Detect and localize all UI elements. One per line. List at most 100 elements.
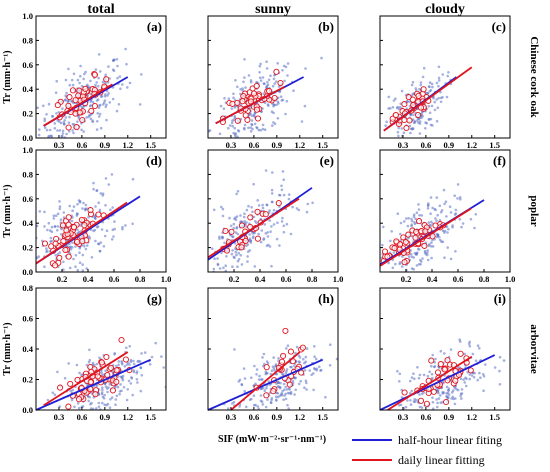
half-hour-point (139, 389, 143, 393)
half-hour-point (220, 205, 223, 209)
daily-point (299, 344, 306, 351)
half-hour-point (280, 184, 283, 188)
half-hour-point (221, 236, 224, 239)
half-hour-point (247, 74, 251, 77)
half-hour-point (402, 131, 406, 134)
half-hour-point (232, 118, 236, 121)
half-hour-point (305, 210, 309, 214)
half-hour-point (431, 407, 435, 410)
half-hour-point (81, 405, 85, 408)
half-hour-fit-line-g (35, 358, 152, 411)
half-hour-point (426, 249, 430, 252)
half-hour-point (116, 64, 119, 68)
half-hour-point (239, 214, 242, 217)
half-hour-point (36, 224, 39, 228)
daily-point (406, 117, 413, 124)
half-hour-point (384, 124, 387, 127)
half-hour-point (413, 377, 416, 381)
half-hour-point (249, 79, 253, 82)
half-hour-point (104, 204, 107, 207)
half-hour-point (293, 377, 297, 380)
half-hour-point (235, 192, 238, 196)
daily-point (109, 387, 116, 394)
half-hour-point (280, 392, 284, 395)
half-hour-point (315, 369, 318, 372)
half-hour-point (431, 238, 434, 242)
half-hour-point (85, 116, 88, 119)
half-hour-point (111, 206, 114, 209)
half-hour-point (50, 239, 53, 243)
half-hour-point (78, 247, 81, 250)
half-hour-point (445, 215, 448, 218)
half-hour-point (417, 248, 421, 251)
half-hour-point (62, 121, 66, 124)
half-hour-point (399, 102, 403, 105)
half-hour-point (298, 356, 302, 359)
half-hour-point (435, 398, 438, 401)
half-hour-point (118, 75, 122, 78)
half-hour-point (448, 205, 452, 208)
half-hour-point (411, 80, 415, 84)
half-hour-point (98, 112, 102, 116)
daily-point (228, 228, 235, 235)
half-hour-point (269, 230, 272, 233)
half-hour-point (68, 266, 72, 270)
panel-frame-f (379, 149, 511, 273)
daily-point (62, 246, 69, 254)
half-hour-point (428, 370, 432, 374)
half-hour-point (252, 394, 256, 398)
half-hour-point (447, 227, 450, 231)
half-hour-point (243, 123, 247, 127)
daily-point (444, 357, 451, 364)
half-hour-point (305, 347, 309, 350)
daily-point (94, 373, 101, 380)
half-hour-point (431, 396, 434, 400)
y-axis-label-row-1: Tr (mm·h⁻¹) (2, 50, 13, 103)
half-hour-point (110, 173, 114, 176)
half-hour-point (140, 73, 143, 76)
half-hour-point (409, 127, 413, 131)
half-hour-point (58, 200, 61, 203)
daily-point (103, 76, 110, 83)
half-hour-point (231, 265, 234, 269)
half-hour-point (259, 240, 263, 244)
half-hour-point (282, 178, 286, 181)
half-hour-point (233, 348, 236, 351)
half-hour-point (439, 401, 443, 405)
half-hour-point (272, 356, 276, 359)
daily-point (41, 240, 49, 247)
half-hour-point (445, 385, 449, 389)
daily-point (87, 379, 94, 386)
half-hour-point (47, 221, 51, 225)
half-hour-point (97, 106, 101, 109)
x-tick-label: 0.6 (77, 412, 88, 422)
half-hour-point (278, 244, 281, 247)
half-hour-point (243, 220, 246, 223)
half-hour-point (119, 375, 123, 379)
half-hour-point (87, 235, 91, 238)
daily-point (69, 87, 77, 94)
half-hour-point (77, 230, 81, 234)
half-hour-point (423, 249, 427, 253)
daily-point (275, 200, 282, 207)
half-hour-point (76, 228, 79, 231)
half-hour-point (76, 202, 79, 206)
half-hour-point (261, 356, 264, 359)
half-hour-point (410, 219, 414, 223)
daily-point (247, 214, 254, 221)
half-hour-point (286, 62, 290, 65)
half-hour-point (50, 225, 54, 229)
half-hour-point (51, 115, 55, 118)
half-hour-point (247, 204, 250, 208)
half-hour-point (42, 104, 45, 108)
half-hour-point (95, 362, 99, 366)
half-hour-point (91, 100, 95, 104)
half-hour-point (399, 232, 402, 236)
half-hour-point (109, 208, 112, 212)
half-hour-point (464, 384, 468, 388)
half-hour-point (252, 235, 255, 238)
daily-point (238, 244, 245, 251)
half-hour-point (219, 104, 223, 108)
half-hour-point (227, 97, 231, 100)
half-hour-point (253, 364, 256, 368)
